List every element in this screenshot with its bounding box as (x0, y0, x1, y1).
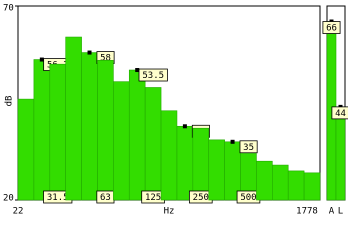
x-tick-label: 250 (193, 193, 209, 203)
value-label: 35 (243, 143, 254, 153)
peak-marker (87, 50, 92, 55)
value-label: 44 (335, 109, 346, 119)
meter-screen: dB Hz 22 1778 207056.231.5586353.5125392… (3, 3, 348, 217)
value-label-box (239, 140, 258, 154)
bar (272, 164, 289, 201)
value-label-box (322, 21, 341, 34)
value-label-box (138, 68, 168, 82)
bar (33, 59, 51, 201)
x-end-label: 1778 (296, 207, 318, 217)
x-tick-label: A (329, 207, 335, 217)
peak-marker (182, 124, 187, 129)
bar (49, 63, 66, 201)
bar (128, 69, 146, 201)
bar (176, 125, 194, 201)
y-tick-label: 20 (3, 194, 14, 204)
peak-marker (39, 57, 44, 62)
x-tick-label: 63 (100, 193, 111, 203)
value-label: 53.5 (142, 71, 164, 81)
x-axis-label: Hz (164, 207, 175, 217)
x-tick-label: 125 (145, 193, 161, 203)
bar (65, 36, 82, 201)
x-start-label: 22 (13, 207, 24, 217)
y-tick-label: 70 (3, 4, 14, 14)
bar (81, 52, 98, 201)
x-tick-label: L (338, 207, 343, 217)
bar (287, 170, 305, 201)
bar (113, 81, 130, 201)
peak-marker (230, 139, 235, 144)
value-label: 58 (100, 54, 111, 64)
bar (160, 110, 178, 201)
bar (208, 139, 225, 201)
bar (144, 87, 162, 201)
bar (97, 60, 114, 201)
peak-marker (135, 68, 140, 73)
x-tick-label: 31.5 (47, 193, 69, 203)
bar (17, 98, 35, 201)
x-tick-label: 500 (240, 193, 256, 203)
bar (335, 106, 346, 201)
bar (256, 160, 273, 201)
bar (192, 127, 210, 201)
value-label: 66 (326, 24, 337, 34)
value-label-box (331, 106, 348, 120)
y-axis-label: dB (5, 96, 15, 107)
bar (303, 172, 321, 201)
